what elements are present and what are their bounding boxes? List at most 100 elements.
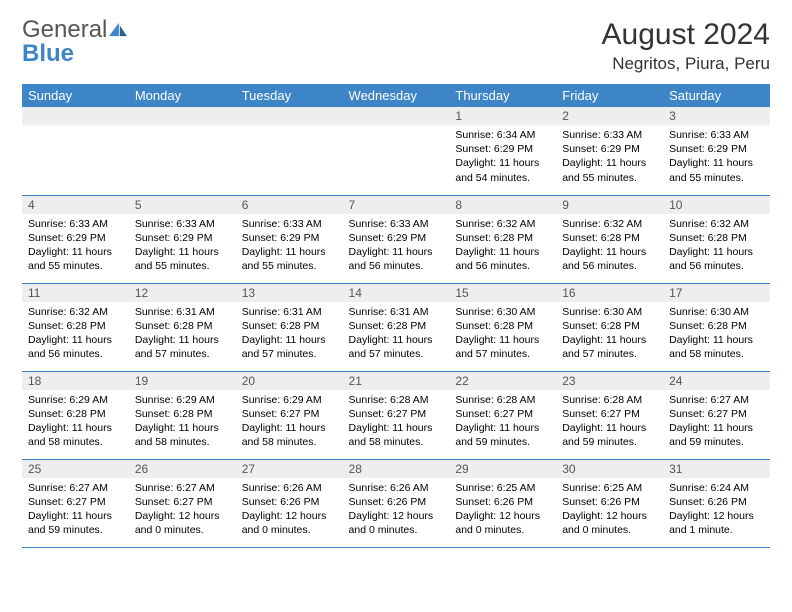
day-cell: 10Sunrise: 6:32 AMSunset: 6:28 PMDayligh… bbox=[663, 195, 770, 283]
sunrise-text: Sunrise: 6:33 AM bbox=[242, 217, 337, 231]
daylight-text: Daylight: 11 hours and 57 minutes. bbox=[135, 333, 230, 361]
day-details: Sunrise: 6:26 AMSunset: 6:26 PMDaylight:… bbox=[236, 478, 343, 541]
day-number: 31 bbox=[663, 460, 770, 478]
day-cell: 29Sunrise: 6:25 AMSunset: 6:26 PMDayligh… bbox=[449, 459, 556, 547]
sunset-text: Sunset: 6:27 PM bbox=[669, 407, 764, 421]
sunrise-text: Sunrise: 6:28 AM bbox=[455, 393, 550, 407]
day-header: Wednesday bbox=[343, 84, 450, 107]
daylight-text: Daylight: 11 hours and 55 minutes. bbox=[135, 245, 230, 273]
day-cell bbox=[236, 107, 343, 195]
day-number: 25 bbox=[22, 460, 129, 478]
day-number: 15 bbox=[449, 284, 556, 302]
sunset-text: Sunset: 6:27 PM bbox=[242, 407, 337, 421]
sunset-text: Sunset: 6:27 PM bbox=[349, 407, 444, 421]
day-cell: 27Sunrise: 6:26 AMSunset: 6:26 PMDayligh… bbox=[236, 459, 343, 547]
day-cell: 12Sunrise: 6:31 AMSunset: 6:28 PMDayligh… bbox=[129, 283, 236, 371]
sunset-text: Sunset: 6:29 PM bbox=[562, 142, 657, 156]
day-details: Sunrise: 6:27 AMSunset: 6:27 PMDaylight:… bbox=[22, 478, 129, 541]
day-cell: 6Sunrise: 6:33 AMSunset: 6:29 PMDaylight… bbox=[236, 195, 343, 283]
daylight-text: Daylight: 11 hours and 56 minutes. bbox=[349, 245, 444, 273]
sunrise-text: Sunrise: 6:32 AM bbox=[28, 305, 123, 319]
day-cell: 19Sunrise: 6:29 AMSunset: 6:28 PMDayligh… bbox=[129, 371, 236, 459]
day-number: 2 bbox=[556, 107, 663, 125]
sunset-text: Sunset: 6:26 PM bbox=[455, 495, 550, 509]
day-cell: 1Sunrise: 6:34 AMSunset: 6:29 PMDaylight… bbox=[449, 107, 556, 195]
daylight-text: Daylight: 11 hours and 56 minutes. bbox=[669, 245, 764, 273]
daylight-text: Daylight: 11 hours and 58 minutes. bbox=[242, 421, 337, 449]
day-details: Sunrise: 6:30 AMSunset: 6:28 PMDaylight:… bbox=[449, 302, 556, 365]
week-row: 11Sunrise: 6:32 AMSunset: 6:28 PMDayligh… bbox=[22, 283, 770, 371]
day-number: 18 bbox=[22, 372, 129, 390]
day-header-row: SundayMondayTuesdayWednesdayThursdayFrid… bbox=[22, 84, 770, 107]
daylight-text: Daylight: 11 hours and 56 minutes. bbox=[562, 245, 657, 273]
day-details: Sunrise: 6:32 AMSunset: 6:28 PMDaylight:… bbox=[449, 214, 556, 277]
empty-day bbox=[343, 107, 450, 125]
sunset-text: Sunset: 6:29 PM bbox=[349, 231, 444, 245]
day-header: Thursday bbox=[449, 84, 556, 107]
day-details: Sunrise: 6:24 AMSunset: 6:26 PMDaylight:… bbox=[663, 478, 770, 541]
sunrise-text: Sunrise: 6:31 AM bbox=[135, 305, 230, 319]
logo: GeneralBlue bbox=[22, 18, 128, 66]
empty-day bbox=[236, 107, 343, 125]
day-details: Sunrise: 6:26 AMSunset: 6:26 PMDaylight:… bbox=[343, 478, 450, 541]
sunrise-text: Sunrise: 6:27 AM bbox=[135, 481, 230, 495]
day-details: Sunrise: 6:34 AMSunset: 6:29 PMDaylight:… bbox=[449, 125, 556, 188]
day-cell: 2Sunrise: 6:33 AMSunset: 6:29 PMDaylight… bbox=[556, 107, 663, 195]
location-text: Negritos, Piura, Peru bbox=[602, 54, 770, 74]
sunrise-text: Sunrise: 6:27 AM bbox=[28, 481, 123, 495]
day-header: Friday bbox=[556, 84, 663, 107]
day-details: Sunrise: 6:28 AMSunset: 6:27 PMDaylight:… bbox=[449, 390, 556, 453]
day-details: Sunrise: 6:30 AMSunset: 6:28 PMDaylight:… bbox=[663, 302, 770, 365]
sunrise-text: Sunrise: 6:30 AM bbox=[669, 305, 764, 319]
day-number: 10 bbox=[663, 196, 770, 214]
empty-day bbox=[129, 107, 236, 125]
day-number: 17 bbox=[663, 284, 770, 302]
daylight-text: Daylight: 11 hours and 58 minutes. bbox=[349, 421, 444, 449]
daylight-text: Daylight: 11 hours and 56 minutes. bbox=[28, 333, 123, 361]
sunrise-text: Sunrise: 6:29 AM bbox=[242, 393, 337, 407]
sunset-text: Sunset: 6:28 PM bbox=[669, 319, 764, 333]
sunset-text: Sunset: 6:26 PM bbox=[349, 495, 444, 509]
sunset-text: Sunset: 6:28 PM bbox=[28, 407, 123, 421]
sunrise-text: Sunrise: 6:29 AM bbox=[135, 393, 230, 407]
sunrise-text: Sunrise: 6:33 AM bbox=[349, 217, 444, 231]
day-number: 30 bbox=[556, 460, 663, 478]
day-cell: 4Sunrise: 6:33 AMSunset: 6:29 PMDaylight… bbox=[22, 195, 129, 283]
logo-word2: Blue bbox=[22, 40, 74, 67]
logo-sail-icon bbox=[108, 21, 128, 37]
day-number: 27 bbox=[236, 460, 343, 478]
page-title: August 2024 bbox=[602, 18, 770, 52]
day-number: 11 bbox=[22, 284, 129, 302]
day-details: Sunrise: 6:31 AMSunset: 6:28 PMDaylight:… bbox=[236, 302, 343, 365]
empty-day bbox=[22, 107, 129, 125]
sunset-text: Sunset: 6:27 PM bbox=[562, 407, 657, 421]
day-number: 28 bbox=[343, 460, 450, 478]
sunset-text: Sunset: 6:28 PM bbox=[669, 231, 764, 245]
day-cell bbox=[343, 107, 450, 195]
sunset-text: Sunset: 6:27 PM bbox=[135, 495, 230, 509]
sunset-text: Sunset: 6:28 PM bbox=[28, 319, 123, 333]
day-cell: 26Sunrise: 6:27 AMSunset: 6:27 PMDayligh… bbox=[129, 459, 236, 547]
sunset-text: Sunset: 6:28 PM bbox=[135, 319, 230, 333]
day-details: Sunrise: 6:27 AMSunset: 6:27 PMDaylight:… bbox=[129, 478, 236, 541]
day-details: Sunrise: 6:33 AMSunset: 6:29 PMDaylight:… bbox=[236, 214, 343, 277]
day-number: 9 bbox=[556, 196, 663, 214]
sunrise-text: Sunrise: 6:33 AM bbox=[135, 217, 230, 231]
week-row: 4Sunrise: 6:33 AMSunset: 6:29 PMDaylight… bbox=[22, 195, 770, 283]
day-cell: 18 Sunrise: 6:29 AMSunset: 6:28 PMDayligh… bbox=[22, 371, 129, 459]
daylight-text: Daylight: 11 hours and 59 minutes. bbox=[562, 421, 657, 449]
sunrise-text: Sunrise: 6:29 AM bbox=[28, 393, 123, 407]
daylight-text: Daylight: 11 hours and 59 minutes. bbox=[669, 421, 764, 449]
day-details: Sunrise: 6:29 AMSunset: 6:27 PMDaylight:… bbox=[236, 390, 343, 453]
day-number: 26 bbox=[129, 460, 236, 478]
sunrise-text: Sunrise: 6:31 AM bbox=[349, 305, 444, 319]
sunrise-text: Sunrise: 6:27 AM bbox=[669, 393, 764, 407]
daylight-text: Daylight: 11 hours and 58 minutes. bbox=[28, 421, 123, 449]
day-details: Sunrise: 6:28 AMSunset: 6:27 PMDaylight:… bbox=[343, 390, 450, 453]
daylight-text: Daylight: 12 hours and 0 minutes. bbox=[349, 509, 444, 537]
day-number: 16 bbox=[556, 284, 663, 302]
sunset-text: Sunset: 6:26 PM bbox=[562, 495, 657, 509]
sunset-text: Sunset: 6:28 PM bbox=[562, 319, 657, 333]
sunset-text: Sunset: 6:29 PM bbox=[28, 231, 123, 245]
day-number: 13 bbox=[236, 284, 343, 302]
